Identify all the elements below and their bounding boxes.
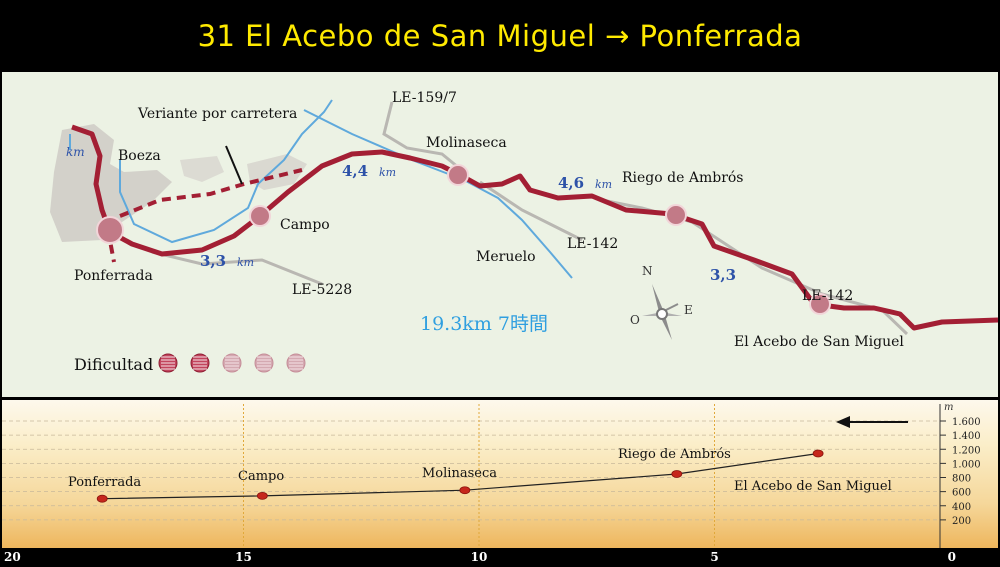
profile-label-molinaseca: Molinaseca xyxy=(422,466,497,481)
campo-marker xyxy=(249,205,271,227)
elevation-point xyxy=(671,470,683,478)
km-tick-label: 20 xyxy=(4,550,21,563)
scallop-shell-icon xyxy=(286,353,306,373)
label-le142-b: LE-142 xyxy=(802,288,853,304)
molinaseca-marker xyxy=(447,164,469,186)
riego-marker xyxy=(665,204,687,226)
label-molinaseca: Molinaseca xyxy=(426,135,507,151)
profile-label-acebo: El Acebo de San Miguel xyxy=(734,479,892,494)
elevation-points xyxy=(96,449,824,503)
distance-2-unit: km xyxy=(595,178,612,191)
direction-arrow-icon xyxy=(836,416,908,428)
km-tick-label: 10 xyxy=(471,550,488,563)
compass-icon: N O E xyxy=(630,264,693,340)
compass-n: N xyxy=(642,264,653,278)
difficulty-rating xyxy=(158,353,306,373)
label-km-fragment: km xyxy=(66,145,85,159)
elevation-tick-label: 1.400 xyxy=(952,431,981,442)
elevation-point xyxy=(812,449,824,458)
road-le159 xyxy=(382,101,465,174)
boeza-urban-area xyxy=(180,156,224,182)
ponferrada-marker xyxy=(96,216,124,244)
elevation-tick-label: 1.600 xyxy=(952,417,981,428)
label-acebo: El Acebo de San Miguel xyxy=(734,334,904,350)
distance-4-value: 3,3 xyxy=(710,266,736,284)
scallop-shell-icon xyxy=(158,353,178,373)
profile-label-ponferrada: Ponferrada xyxy=(68,475,141,490)
distance-1-unit: km xyxy=(379,166,396,179)
elevation-profile: 200 400 600 800 1.000 1.200 1.400 1.600 m Ponfer… xyxy=(2,400,998,548)
ponferrada-urban-area xyxy=(50,124,172,242)
scallop-shell-icon xyxy=(254,353,274,373)
river-meruelo xyxy=(303,109,573,279)
variante-pointer xyxy=(225,145,243,185)
label-le5228: LE-5228 xyxy=(292,282,352,298)
km-tick-label: 0 xyxy=(948,550,956,563)
elevation-tick-label: 400 xyxy=(952,502,971,513)
elevation-point xyxy=(96,494,108,503)
distance-2-value: 4,6 xyxy=(558,174,584,192)
road-le142-upper xyxy=(479,180,583,242)
profile-km-gridlines xyxy=(243,404,715,548)
label-ponferrada: Ponferrada xyxy=(74,268,153,284)
profile-svg: 200 400 600 800 1.000 1.200 1.400 1.600 m Ponfer… xyxy=(2,402,981,548)
road-le5228 xyxy=(151,250,323,286)
label-boeza: Boeza xyxy=(118,148,161,164)
elevation-unit: m xyxy=(944,402,953,413)
scallop-shell-icon xyxy=(222,353,242,373)
elevation-point xyxy=(256,491,268,500)
river-boeza xyxy=(119,99,333,244)
profile-grid xyxy=(2,420,940,521)
elevation-tick-label: 200 xyxy=(952,516,971,527)
elevation-axis: 200 400 600 800 1.000 1.200 1.400 1.600 m xyxy=(939,402,981,548)
compass-o: O xyxy=(630,313,640,327)
difficulty-label: Dificultad xyxy=(74,355,153,374)
label-meruelo: Meruelo xyxy=(476,249,536,265)
label-riego: Riego de Ambrós xyxy=(622,170,744,186)
title-bar: 31 El Acebo de San Miguel → Ponferrada xyxy=(0,0,1000,72)
elevation-tick-label: 600 xyxy=(952,488,971,499)
elevation-tick-label: 1.000 xyxy=(952,459,981,470)
distance-axis: 20 15 10 5 0 xyxy=(0,548,1000,564)
km-tick-label: 15 xyxy=(235,550,252,563)
map-svg: km Boeza Veriante por carretera LE-159/7… xyxy=(50,90,998,374)
label-le142-a: LE-142 xyxy=(567,236,618,252)
route-map: km Boeza Veriante por carretera LE-159/7… xyxy=(2,72,998,397)
km-axis-svg: 20 15 10 5 0 xyxy=(4,550,956,564)
km-tick-label: 5 xyxy=(710,550,718,563)
distance-1-value: 4,4 xyxy=(342,162,368,180)
route-summary: 19.3km 7時間 xyxy=(420,313,548,335)
profile-label-riego: Riego de Ambrós xyxy=(618,447,731,462)
label-campo: Campo xyxy=(280,217,330,233)
page-title: 31 El Acebo de San Miguel → Ponferrada xyxy=(197,19,803,53)
profile-label-campo: Campo xyxy=(238,469,284,484)
label-variante: Veriante por carretera xyxy=(137,106,297,122)
elevation-point xyxy=(459,486,471,495)
acebo-marker xyxy=(809,293,831,315)
label-le159: LE-159/7 xyxy=(392,90,457,106)
compass-e: E xyxy=(684,303,693,317)
elevation-tick-label: 800 xyxy=(952,474,971,485)
scallop-shell-icon xyxy=(190,353,210,373)
distance-3-unit: km xyxy=(237,256,254,269)
distance-3-value: 3,3 xyxy=(200,252,226,270)
elevation-tick-label: 1.200 xyxy=(952,445,981,456)
